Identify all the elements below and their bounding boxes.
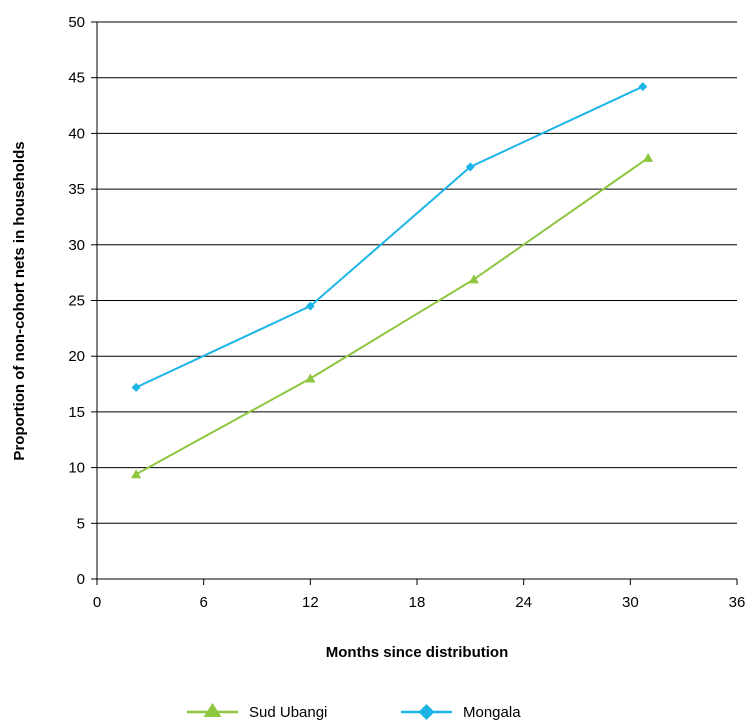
legend-item-sud-ubangi: Sud Ubangi: [187, 703, 327, 721]
y-tick-label: 0: [77, 571, 85, 588]
series-group: [131, 82, 654, 479]
data-point-mongala: [638, 82, 648, 92]
gridlines: [97, 21, 737, 524]
legend-item-mongala: Mongala: [401, 704, 521, 721]
data-point-sud-ubangi: [468, 274, 479, 284]
x-tick-label: 0: [93, 594, 101, 611]
y-tick-label: 15: [68, 404, 85, 421]
y-tick-label: 50: [68, 14, 85, 31]
y-axis-ticks: 0 5 10 15 20 25 30 35 40 45 50: [68, 14, 97, 588]
data-point-mongala: [305, 301, 315, 311]
x-axis-ticks: 0 6 12 18 24 30 36: [93, 579, 746, 611]
data-point-sud-ubangi: [643, 152, 654, 162]
x-tick-label: 12: [302, 594, 319, 611]
y-tick-label: 40: [68, 125, 85, 142]
data-point-mongala: [131, 382, 141, 392]
x-axis-title: Months since distribution: [326, 644, 509, 661]
legend-marker-mongala: [418, 704, 435, 720]
y-tick-label: 10: [68, 460, 85, 477]
x-tick-label: 36: [729, 594, 746, 611]
data-point-sud-ubangi: [305, 373, 316, 383]
y-tick-label: 35: [68, 181, 85, 198]
y-tick-label: 25: [68, 293, 85, 310]
y-axis-title: Proportion of non-cohort nets in househo…: [11, 141, 28, 460]
data-point-mongala: [465, 162, 475, 172]
legend: Sud Ubangi Mongala: [187, 703, 521, 721]
x-tick-label: 6: [199, 594, 207, 611]
x-tick-label: 30: [622, 594, 639, 611]
y-tick-label: 45: [68, 70, 85, 87]
y-tick-label: 30: [68, 237, 85, 254]
legend-label-sud-ubangi: Sud Ubangi: [249, 704, 327, 721]
y-tick-label: 20: [68, 348, 85, 365]
data-point-sud-ubangi: [131, 469, 142, 479]
x-tick-label: 24: [515, 594, 532, 611]
y-tick-label: 5: [77, 515, 85, 532]
series-line-mongala: [135, 85, 644, 389]
legend-marker-sud-ubangi: [203, 703, 222, 717]
x-tick-label: 18: [409, 594, 426, 611]
series-line-sud-ubangi: [135, 157, 649, 476]
legend-label-mongala: Mongala: [463, 704, 521, 721]
